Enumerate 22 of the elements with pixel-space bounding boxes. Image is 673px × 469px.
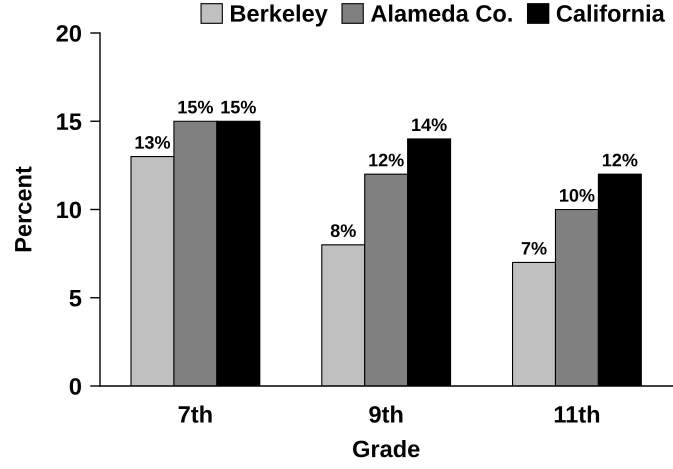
x-axis-title: Grade bbox=[353, 440, 420, 458]
x-tick-label: 9th bbox=[369, 405, 402, 423]
legend-label: Alameda Co. bbox=[370, 4, 512, 22]
y-tick-label: 10 bbox=[57, 202, 81, 218]
x-tick-label: 7th bbox=[178, 405, 212, 423]
y-tick-label: 0 bbox=[70, 378, 81, 395]
y-tick-label: 20 bbox=[56, 25, 81, 42]
data-label: 12% bbox=[369, 154, 404, 166]
data-label: 13% bbox=[136, 136, 170, 149]
legend-label: Berkeley bbox=[230, 4, 328, 27]
y-tick-label: 5 bbox=[70, 290, 82, 307]
data-label: 8% bbox=[330, 224, 356, 238]
data-label: 12% bbox=[602, 154, 638, 166]
data-label: 14% bbox=[412, 118, 447, 132]
data-label: 7% bbox=[522, 242, 547, 255]
y-axis-title: Percent bbox=[15, 166, 32, 252]
y-tick-label: 15 bbox=[57, 114, 82, 130]
data-label: 15% bbox=[178, 100, 213, 114]
data-label: 10% bbox=[560, 188, 595, 202]
data-label: 15% bbox=[221, 100, 256, 114]
legend-label: California bbox=[556, 4, 665, 22]
x-tick-label: 11th bbox=[554, 405, 600, 423]
